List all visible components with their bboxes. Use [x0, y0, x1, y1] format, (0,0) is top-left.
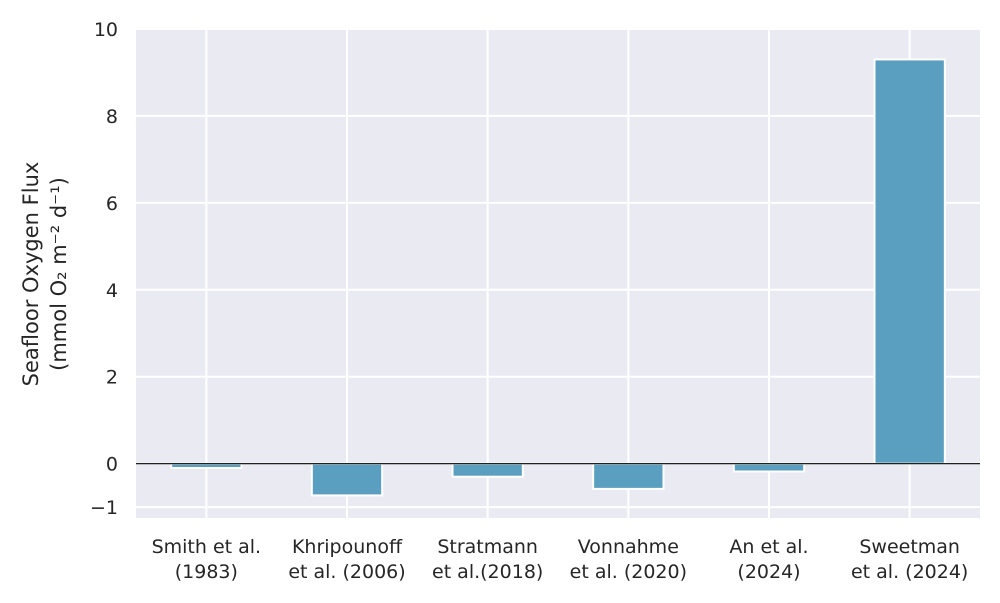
y-tick-label: 10 — [94, 19, 118, 41]
x-tick-label-line: Khripounoff — [292, 536, 403, 558]
x-tick-label-line: et al.(2018) — [432, 561, 543, 583]
x-tick-label: An et al. (2024) — [729, 536, 808, 583]
x-tick-label-line: Vonnahme — [578, 536, 679, 558]
bar — [873, 58, 946, 465]
x-tick-label-line: et al. (2024) — [851, 561, 968, 583]
x-tick-label-line: (2024) — [737, 561, 800, 583]
x-tick-label: Stratmann et al.(2018) — [432, 536, 543, 583]
x-tick-label-line: An et al. — [729, 536, 808, 558]
x-tick-label: Vonnahme et al. (2020) — [570, 536, 687, 583]
y-axis-label-units: (mmol O₂ m⁻² d⁻¹) — [47, 177, 71, 371]
x-tick-label-line: Stratmann — [437, 536, 538, 558]
x-tick-label: Sweetman et al. (2024) — [851, 536, 968, 583]
bar — [732, 462, 806, 473]
y-axis-label-line2: (mmol O₂ m⁻² d⁻¹) — [47, 177, 71, 371]
y-axis-label-line1: Seafloor Oxygen Flux — [19, 162, 43, 387]
x-tick-label-line: Sweetman — [859, 536, 960, 558]
y-tick-label: 2 — [106, 367, 118, 389]
y-tick-label: 4 — [106, 280, 118, 302]
x-tick-label-line: Smith et al. — [152, 536, 262, 558]
y-axis-label: Seafloor Oxygen Flux — [19, 162, 43, 387]
y-tick-label: 8 — [106, 106, 118, 128]
y-tick-label: −1 — [90, 497, 118, 519]
plot-area-background — [136, 29, 980, 518]
bar — [170, 462, 243, 470]
x-tick-label-line: (1983) — [175, 561, 238, 583]
x-tick-label-line: et al. (2006) — [288, 561, 405, 583]
bar — [310, 462, 384, 497]
x-tick-label-line: et al. (2020) — [570, 561, 687, 583]
x-tick-label: Khripounoff et al. (2006) — [288, 536, 405, 583]
y-tick-label: 0 — [106, 454, 118, 476]
y-tick-labels: −1 0 2 4 6 8 10 — [90, 19, 118, 519]
bar — [451, 462, 524, 478]
bars — [170, 58, 946, 497]
bar — [592, 462, 665, 490]
x-tick-labels: Smith et al. (1983) Khripounoff et al. (200… — [152, 536, 969, 583]
y-tick-label: 6 — [106, 193, 118, 215]
x-tick-label: Smith et al. (1983) — [152, 536, 262, 583]
